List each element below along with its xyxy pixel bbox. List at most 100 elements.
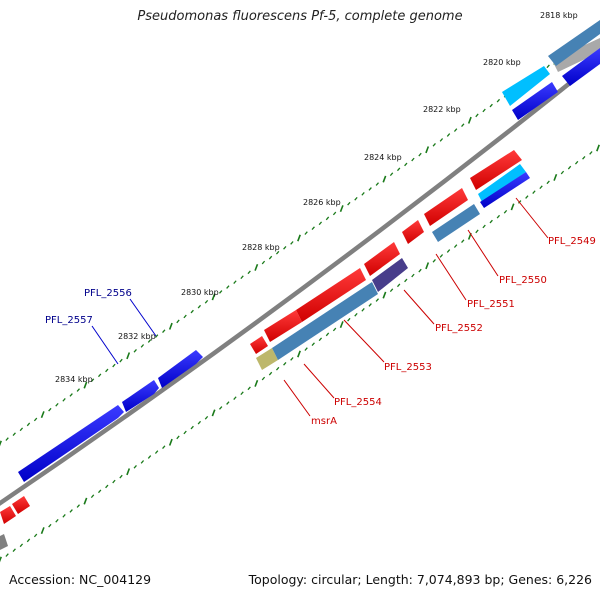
inner-scale-tick (461, 239, 465, 244)
outer-scale-tick (26, 422, 31, 427)
gene-pfl-2552-red[interactable] (364, 242, 400, 276)
gene-pfl-2557[interactable] (18, 405, 124, 482)
label-msra[interactable]: msrA (311, 416, 337, 427)
gene-msra-red[interactable] (250, 336, 268, 354)
label-pfl-2553[interactable]: PFL_2553 (384, 362, 432, 373)
outer-scale-tick (461, 123, 465, 128)
inner-scale-tick (311, 342, 315, 347)
outer-scale-tick (5, 437, 9, 441)
label-pfl-2550[interactable]: PFL_2550 (499, 275, 547, 286)
inner-scale-tick (418, 268, 422, 273)
outer-scale-tick (90, 378, 95, 383)
gene-pfl-2552[interactable] (372, 258, 408, 292)
inner-scale-tick (304, 347, 308, 351)
gene-pfl-2556[interactable] (158, 350, 203, 388)
outer-scale-tick (318, 221, 323, 226)
label-pfl-2551[interactable]: PFL_2551 (467, 299, 515, 310)
inner-scale-tick (154, 450, 159, 454)
inner-scale-tick (0, 556, 2, 563)
outer-scale-tick (354, 196, 358, 201)
gene-top-cyan[interactable] (502, 66, 550, 106)
gene-pfl-2549[interactable] (480, 172, 530, 208)
inner-scale-tick (162, 445, 166, 450)
scale-label-2824: 2824 kbp (364, 153, 402, 162)
outer-scale-tick (105, 368, 109, 373)
inner-scale-tick (69, 509, 73, 513)
gene-labels: PFL_2556 PFL_2557 PFL_2549 PFL_2550 PFL_… (45, 236, 596, 427)
inner-scale-tick (332, 327, 337, 332)
gene-top-steel-1[interactable] (548, 20, 600, 66)
label-pfl-2557[interactable]: PFL_2557 (45, 315, 93, 326)
outer-scale-tick (119, 358, 123, 363)
inner-scale-tick (97, 489, 102, 494)
outer-scale-tick (204, 299, 209, 304)
inner-scale-tick (90, 494, 95, 499)
inner-scale-tick (560, 170, 565, 175)
inner-scale-tick (496, 214, 501, 219)
inner-scale-tick (275, 366, 280, 371)
outer-scale-tick (218, 290, 223, 294)
inner-scale-tick (389, 288, 394, 293)
gene-bottom-red-2[interactable] (12, 496, 30, 514)
gene-top-blue-1[interactable] (512, 82, 558, 120)
outer-scale-tick (40, 411, 45, 419)
outer-scale-tick (76, 388, 81, 392)
scale-label-2834: 2834 kbp (55, 375, 93, 384)
gene-pfl-2549-cyan[interactable] (478, 164, 526, 202)
inner-scale-tick (247, 386, 251, 391)
inner-scale-tick (482, 224, 486, 229)
inner-scale-tick (297, 350, 301, 358)
outer-scale-tick (297, 234, 301, 242)
inner-scale-tick (119, 474, 123, 479)
outer-scale-tick (439, 138, 444, 142)
outer-scale-tick (325, 216, 330, 221)
label-pfl-2549[interactable]: PFL_2549 (548, 236, 596, 247)
label-pfl-2556[interactable]: PFL_2556 (84, 288, 132, 299)
gene-pfl-2556-a[interactable] (122, 380, 159, 412)
outer-scale-tick (339, 205, 344, 213)
gene-pfl-2554[interactable] (264, 310, 302, 342)
gene-bottom-red-1[interactable] (0, 506, 16, 524)
outer-scale-tick (126, 352, 131, 360)
inner-scale-tick (76, 504, 81, 508)
scale-labels: 2818 kbp 2820 kbp 2822 kbp 2824 kbp 2826… (55, 11, 578, 384)
outer-scale-tick (361, 192, 365, 196)
gene-pfl-2553-red[interactable] (296, 268, 366, 322)
inner-scale-tick (361, 308, 365, 312)
gene-pfl-2551[interactable] (402, 220, 424, 244)
outer-scale-tick (162, 329, 166, 334)
inner-scale-tick (432, 258, 436, 263)
inner-scale-tick (475, 229, 479, 234)
leader-pfl-2554 (303, 363, 335, 399)
gene-top-blue-2[interactable] (562, 48, 600, 86)
inner-scale-tick (147, 455, 152, 459)
gene-top-grey[interactable] (552, 38, 600, 72)
inner-scale-tick (503, 209, 508, 214)
outer-scale-tick (347, 201, 351, 206)
outer-scale-tick (425, 146, 430, 154)
inner-scale-tick (347, 317, 351, 322)
forward-strand-genes (18, 20, 600, 482)
gene-pfl-2553[interactable] (272, 282, 378, 360)
outer-scale-tick (48, 407, 52, 412)
inner-scale-tick (553, 173, 558, 181)
gene-msra[interactable] (256, 348, 278, 370)
leader-pfl-2551 (435, 253, 467, 301)
genome-backbone (0, 56, 600, 506)
gene-bottom-grey[interactable] (0, 534, 8, 550)
outer-scale-tick (446, 133, 451, 137)
gene-pfl-2549-red[interactable] (470, 150, 522, 190)
gene-pfl-2550[interactable] (432, 204, 480, 242)
reverse-strand-genes (0, 150, 530, 550)
label-pfl-2554[interactable]: PFL_2554 (334, 397, 382, 408)
outer-scale-tick (211, 293, 216, 301)
leader-pfl-2550 (467, 229, 499, 277)
outer-scale-tick (382, 175, 387, 183)
scale-label-2832: 2832 kbp (118, 332, 156, 341)
gene-pfl-2550-red[interactable] (424, 188, 468, 226)
inner-scale-tick (453, 244, 458, 248)
inner-scale-tick (226, 401, 230, 405)
scale-label-2822: 2822 kbp (423, 105, 461, 114)
inner-scale-tick (582, 155, 586, 160)
label-pfl-2552[interactable]: PFL_2552 (435, 323, 483, 334)
